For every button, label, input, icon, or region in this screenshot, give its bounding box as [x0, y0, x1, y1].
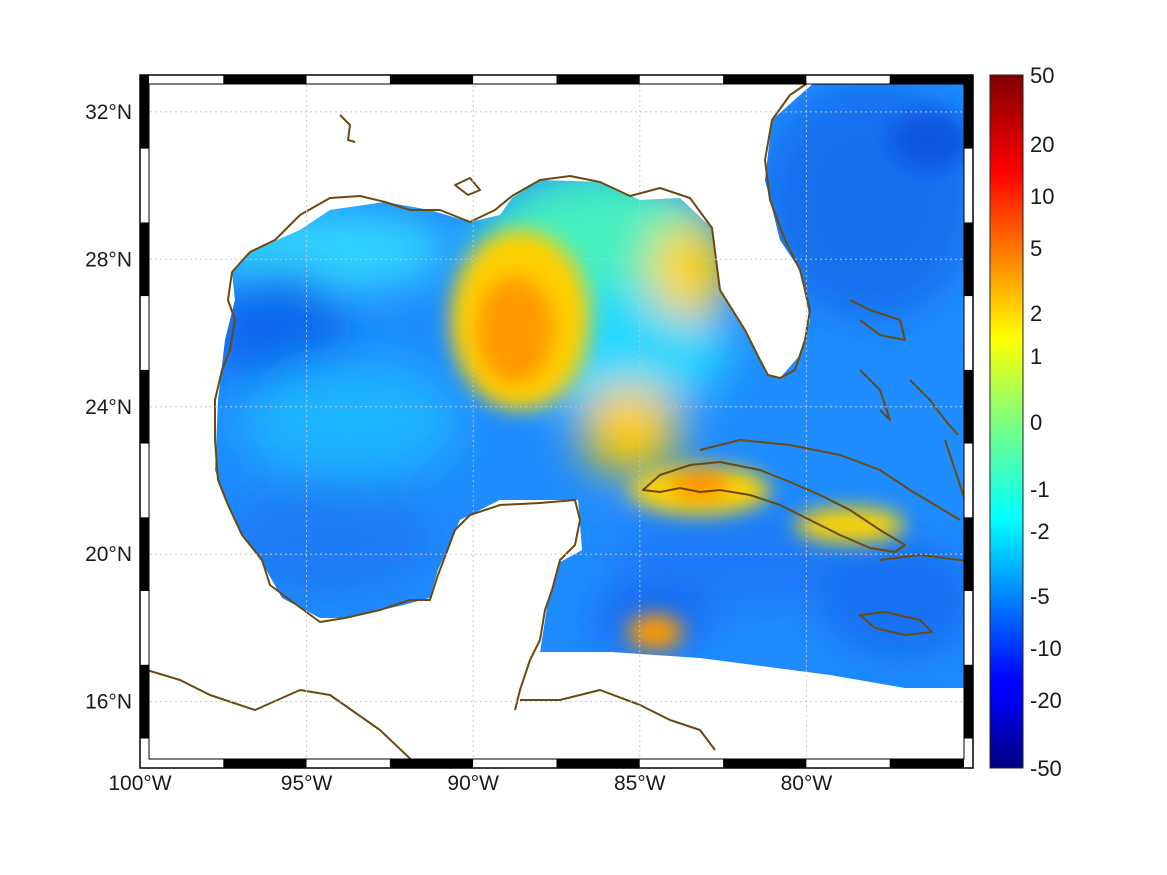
colorbar-tick-label: 20: [1030, 132, 1054, 157]
lat-tick-label: 16°N: [85, 691, 132, 714]
lat-tick-label: 20°N: [85, 543, 132, 566]
frame-segment: [140, 75, 149, 149]
colorbar-tick-label: 0: [1030, 410, 1042, 435]
colorbar-tick-label: 5: [1030, 236, 1042, 261]
land-mask: [140, 75, 780, 768]
colorbar-tick-label: -1: [1030, 477, 1050, 502]
frame-segment: [140, 148, 149, 223]
lon-tick-label: 100°W: [108, 772, 171, 795]
lon-tick-label: 90°W: [447, 772, 499, 795]
colorbar-tick-label: -10: [1030, 636, 1062, 661]
frame-segment: [473, 759, 557, 768]
lon-tick-label: 95°W: [281, 772, 333, 795]
frame-segment: [140, 591, 149, 665]
frame-segment: [556, 75, 640, 84]
frame-segment: [140, 738, 149, 768]
colorbar-tick-label: 2: [1030, 301, 1042, 326]
frame-inner-outline: [148, 83, 965, 760]
frame-segment: [964, 148, 973, 223]
frame-segment: [556, 759, 640, 768]
colorbar-tick-label: -20: [1030, 688, 1062, 713]
colorbar-tick-label: 50: [1030, 63, 1054, 88]
frame-segment: [140, 759, 224, 768]
frame-segment: [639, 75, 724, 84]
frame-segment: [964, 296, 973, 370]
frame-segment: [140, 296, 149, 370]
frame-segment: [964, 222, 973, 297]
frame-segment: [639, 759, 724, 768]
lon-axis: 100°W 95°W 90°W 85°W 80°W: [108, 772, 832, 795]
frame-segment: [140, 369, 149, 444]
colorbar-tick-label: -5: [1030, 584, 1050, 609]
frame-segment: [964, 517, 973, 592]
frame-segment: [964, 738, 973, 768]
anomaly-field: [215, 82, 965, 688]
frame-segment: [806, 759, 890, 768]
colorbar-tick-label: -2: [1030, 519, 1050, 544]
frame-segment: [140, 664, 149, 739]
map-frame: [139, 74, 974, 769]
frame-segment: [806, 75, 890, 84]
colorbar-gradient: [989, 74, 1024, 769]
colorbar-tick-label: 1: [1030, 344, 1042, 369]
coastline: [140, 77, 973, 768]
frame-segment: [140, 517, 149, 592]
frame-segment: [140, 222, 149, 297]
frame-segment: [964, 664, 973, 739]
grid-lines: [140, 75, 973, 768]
frame-segment: [389, 75, 474, 84]
frame-segment: [140, 443, 149, 518]
frame-segment: [473, 75, 557, 84]
frame-segment: [964, 443, 973, 518]
frame-segment: [223, 75, 307, 84]
frame-segment: [723, 759, 807, 768]
lat-tick-label: 24°N: [85, 396, 132, 419]
frame-segment: [964, 75, 973, 149]
frame-segment: [889, 75, 973, 84]
frame-segment: [306, 759, 390, 768]
lon-tick-label: 85°W: [614, 772, 666, 795]
colorbar-tick-label: -50: [1030, 756, 1062, 781]
lat-tick-label: 28°N: [85, 248, 132, 271]
frame-segment: [306, 75, 390, 84]
frame-segment: [389, 759, 474, 768]
lat-axis: 32°N 28°N 24°N 20°N 16°N: [85, 101, 132, 714]
lon-tick-label: 80°W: [781, 772, 833, 795]
frame-segment: [223, 759, 307, 768]
colorbar-tick-label: 10: [1030, 184, 1054, 209]
frame-segment: [964, 369, 973, 444]
frame-segment: [140, 75, 224, 84]
frame-segment: [964, 591, 973, 665]
frame-outline: [139, 74, 974, 769]
frame-segment: [723, 75, 807, 84]
frame-segment: [889, 759, 973, 768]
lat-tick-label: 32°N: [85, 101, 132, 124]
